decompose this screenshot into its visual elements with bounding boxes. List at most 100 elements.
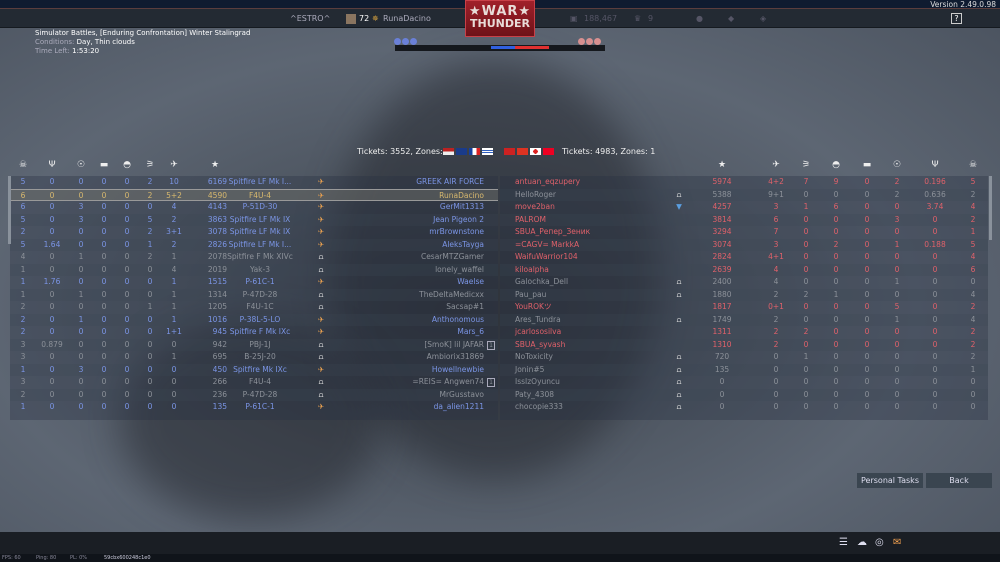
player-name[interactable]: CesarMTZGamer [420,252,484,261]
header-deaths-icon[interactable]: ☠ [968,160,978,170]
player-name[interactable]: YouROKツ [515,302,552,311]
header-score-icon[interactable]: ★ [717,160,727,170]
table-row[interactable]: 2 0 0 0 0 0 0 236 P-47D-28 ⩍ MrGusstavo [10,388,498,401]
table-row[interactable]: antuan_eqzupery 5974 4+2 7 9 0 2 0.196 5 [500,176,988,189]
table-row[interactable]: SBUA_syvash 1310 2 0 0 0 0 0 2 [500,338,988,351]
player-name[interactable]: Pau_pau [515,289,547,299]
table-row[interactable]: 1 0 0 0 0 0 0 135 P-61C-1 ✈ da_alien1211 [10,401,498,414]
table-row[interactable]: Galochka_Dell ⩍ 2400 4 0 0 0 1 0 0 [500,276,988,289]
list-icon[interactable]: ☰ [839,537,848,548]
table-row[interactable]: move2ban ▼ 4257 3 1 6 0 0 3.74 4 [500,201,988,214]
player-name[interactable]: HelloRoger [515,189,556,199]
header-aa-kills-icon[interactable]: ⚞ [801,160,811,170]
header-captures-icon[interactable]: ☉ [892,160,902,170]
avatar[interactable] [346,14,356,24]
header-air-kills-icon[interactable]: ✈ [772,160,780,170]
player-name[interactable]: MrGusstavo [439,389,485,399]
player-name[interactable]: TheDeltaMedicxx [419,289,484,299]
player-name[interactable]: Anthonomous [431,314,484,324]
player-name[interactable]: [SmoK] lil JAFAR [424,339,484,349]
table-row[interactable]: 5 0 0 0 0 2 10 6169 Spitfire LF Mk I... ✈ GREEK AI… [10,176,498,189]
player-name[interactable]: PALROM [515,214,546,224]
table-row[interactable]: IssIzOyuncu ⩍ 0 0 0 0 0 0 0 0 [500,376,988,389]
player-name[interactable]: Galochka_Dell [515,277,569,286]
player-name[interactable]: GREEK AIR FORCE [416,177,484,186]
player-name[interactable]: Waelse [457,277,484,286]
player-name[interactable]: lonely_waffel [435,264,484,274]
table-row[interactable]: =CAGV= MarkkA 3074 3 0 2 0 1 0.188 5 [500,238,988,251]
table-row[interactable]: chocopie333 ⩍ 0 0 0 0 0 0 0 0 [500,401,988,414]
header-score-icon[interactable]: ★ [210,160,220,170]
player-name[interactable]: chocopie333 [515,402,563,411]
player-name[interactable]: Jean Pigeon 2 [433,214,484,224]
player-name[interactable]: NoToxicity [515,352,553,361]
table-row[interactable]: 2 0 0 0 0 1 1 1205 F4U-1C ⩍ Sacsap#1 [10,301,498,314]
balloon-icon[interactable]: ● [696,14,703,23]
header-deaths-icon[interactable]: ☠ [18,160,28,170]
table-row[interactable]: 4 0 1 0 0 2 1 2078 Spitfire F Mk XIVc ⩍ CesarMTZGa… [10,251,498,264]
left-scrollbar[interactable] [8,176,11,244]
help-icon[interactable]: ? [951,13,962,24]
player-name[interactable]: Howellnewbie [431,364,484,374]
table-row[interactable]: 1 0 0 0 0 0 4 2019 Yak-3 ⩍ lonely_waffel [10,263,498,276]
player-name[interactable]: mrBrownstone [429,227,484,236]
table-row[interactable]: Pau_pau ⩍ 1880 2 2 1 0 0 0 4 [500,288,988,301]
table-row[interactable]: Paty_4308 ⩍ 0 0 0 0 0 0 0 0 [500,388,988,401]
player-name[interactable]: Ambiorix31869 [426,352,484,361]
table-row[interactable]: 2 0 0 0 0 0 1+1 945 Spitfire F Mk IXc ✈ Mars_6 [10,326,498,339]
table-row[interactable]: WaifuWarrior104 2824 4+1 0 0 0 0 0 4 [500,251,988,264]
header-assists-icon[interactable]: Ψ [48,160,56,170]
table-row[interactable]: 3 0.879 0 0 0 0 0 942 PBJ-1J ⩍ [SmoK] lil JAFAR 1 [10,338,498,351]
table-row[interactable]: 3 0 0 0 0 0 1 695 B-25J-20 ⩍ Ambiorix31869 [10,351,498,364]
table-row[interactable]: 1 0 3 0 0 0 0 450 Spitfire Mk IXc ✈ Howellnewbie [10,363,498,376]
table-row[interactable]: NoToxicity ⩍ 720 0 1 0 0 0 0 2 [500,351,988,364]
table-row[interactable]: YouROKツ 1817 0+1 0 0 0 5 0 2 [500,301,988,314]
player-name[interactable]: Mars_6 [457,327,484,336]
player-name[interactable]: IssIzOyuncu [515,377,560,386]
player-name[interactable]: Sacsap#1 [446,302,484,311]
table-row[interactable]: 6 0 3 0 0 0 4 4143 P-51D-30 ✈ GerMit1313 [10,201,498,214]
table-row[interactable]: HelloRoger ⩍ 5388 9+1 0 0 0 2 0.636 2 [500,188,988,201]
item-icon[interactable]: ◆ [728,14,735,23]
chat-icon[interactable]: ◎ [875,537,884,548]
player-name[interactable]: AleksTayga [442,239,484,249]
table-row[interactable]: kiloalpha 2639 4 0 0 0 0 0 6 [500,263,988,276]
table-row[interactable]: Jonin#5 ⩍ 135 0 0 0 0 0 0 1 [500,363,988,376]
player-name[interactable]: WaifuWarrior104 [515,252,578,261]
right-scrollbar[interactable] [989,176,992,240]
table-row[interactable]: 1 0 1 0 0 0 1 1314 P-47D-28 ⩍ TheDeltaMedicxx [10,288,498,301]
player-name[interactable]: Ares_Tundra [515,314,561,324]
player-name[interactable]: SBUA_Репер_Зеник [515,227,591,236]
player-name[interactable]: RunaDacino [383,14,431,23]
table-row[interactable]: 3 0 0 0 0 0 0 266 F4U-4 ⩍ =REIS= Angwen74 1 [10,376,498,389]
player-name[interactable]: =CAGV= MarkkA [515,239,580,249]
personal-tasks-button[interactable]: Personal Tasks [857,473,923,488]
header-tank-kills-icon[interactable]: ▬ [862,160,872,170]
player-name[interactable]: antuan_eqzupery [515,177,581,186]
squad-tag[interactable]: ^ESTRO^ [290,14,331,23]
player-name[interactable]: Jonin#5 [515,364,545,374]
player-name[interactable]: move2ban [515,202,555,211]
header-assists-icon[interactable]: Ψ [931,160,939,170]
header-tank-kills-icon[interactable]: ▬ [99,160,109,170]
header-armored-kills-icon[interactable]: ◓ [832,160,840,170]
table-row[interactable]: 5 1.64 0 0 0 1 2 2826 Spitfire LF Mk I... ✈ AleksT… [10,238,498,251]
header-captures-icon[interactable]: ☉ [76,160,86,170]
table-row[interactable]: Ares_Tundra ⩍ 1749 2 0 0 0 1 0 4 [500,313,988,326]
back-button[interactable]: Back [926,473,992,488]
header-aa-kills-icon[interactable]: ⚞ [145,160,155,170]
player-name[interactable]: RunaDacino [439,190,484,200]
header-armored-kills-icon[interactable]: ◓ [123,160,131,170]
table-row[interactable]: PALROM 3814 6 0 0 0 3 0 2 [500,213,988,226]
coupon-icon[interactable]: ◈ [760,14,767,23]
table-row[interactable]: 5 0 3 0 0 5 2 3863 Spitfire LF Mk IX ✈ Jean Pigeon… [10,213,498,226]
mail-icon[interactable]: ✉ [893,537,902,548]
player-name[interactable]: Paty_4308 [515,389,554,399]
table-row[interactable]: 2 0 1 0 0 0 1 1016 P-38L-5-LO ✈ Anthonomous [10,313,498,326]
squad-icon[interactable]: ☁ [857,537,867,548]
table-row[interactable]: jcarlososilva 1311 2 2 0 0 0 0 2 [500,326,988,339]
player-name[interactable]: GerMit1313 [439,202,484,211]
player-name[interactable]: =REIS= Angwen74 [412,377,484,386]
player-name[interactable]: da_alien1211 [433,402,484,411]
player-name[interactable]: SBUA_syvash [515,339,566,349]
